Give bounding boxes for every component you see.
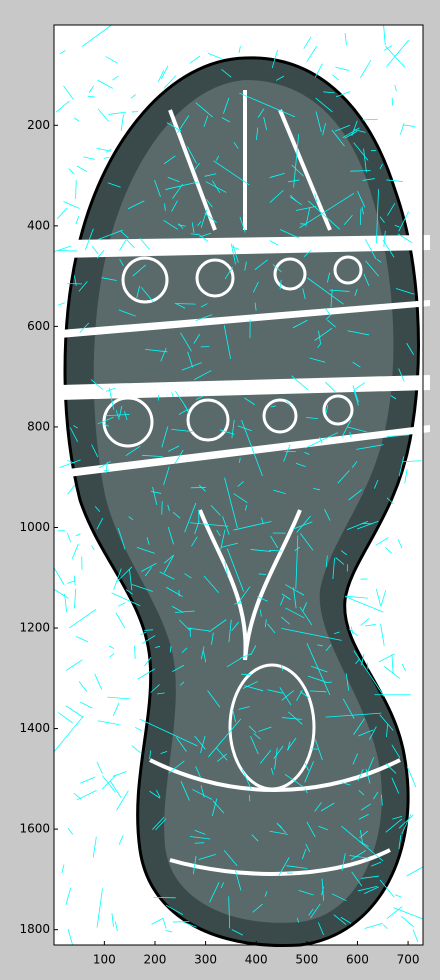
arrow [249,795,250,801]
arrow [259,574,266,575]
figure: 100 200 300 400 500 600 700 200 400 600 800 1000 120… [0,0,440,980]
y-tick-label: 1400 [19,721,50,735]
x-tick-label: 400 [245,953,268,967]
y-tick-label: 200 [27,118,50,132]
x-tick-label: 600 [346,953,369,967]
x-tick-label: 300 [194,953,217,967]
x-tick-label: 500 [295,953,318,967]
y-tick-label: 600 [27,319,50,333]
x-tick-label: 200 [144,953,167,967]
y-tick-label: 1000 [19,520,50,534]
y-tick-label: 1800 [19,922,50,936]
y-tick-label: 800 [27,419,50,433]
y-tick-label: 1200 [19,621,50,635]
x-tick-label: 100 [93,953,116,967]
y-tick-label: 400 [27,218,50,232]
arrow [135,646,136,659]
arrow [360,209,361,225]
y-tick-label: 1600 [19,822,50,836]
x-tick-label: 700 [397,953,420,967]
